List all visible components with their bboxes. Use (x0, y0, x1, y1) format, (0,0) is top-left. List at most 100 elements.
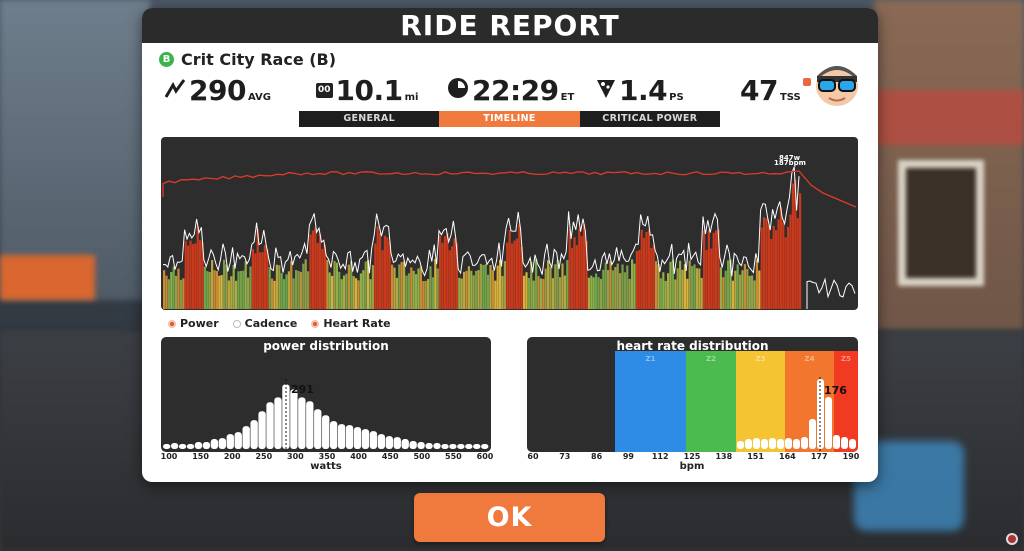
timeline-power-bar (590, 275, 593, 309)
timeline-power-bar (290, 261, 293, 309)
timeline-power-bar (388, 242, 391, 309)
timeline-power-bar (597, 277, 600, 309)
timeline-peak-power-label: 847w (779, 154, 801, 162)
timeline-power-bar (419, 266, 422, 309)
timeline-power-bar (739, 274, 742, 309)
timeline-power-bar (777, 219, 780, 309)
timeline-power-bar (179, 279, 182, 309)
timeline-power-bar (182, 278, 185, 309)
timeline-power-bar (395, 277, 398, 309)
legend-heart-rate-toggle[interactable] (311, 319, 320, 328)
timeline-power-bar (559, 277, 562, 309)
power-distribution-bar (481, 444, 489, 449)
legend-cadence[interactable]: Cadence (232, 317, 297, 330)
hr-distribution-x-title: bpm (679, 461, 705, 472)
timeline-power-bar (165, 275, 168, 309)
timeline-power-bar (571, 247, 574, 309)
power-distribution-bar (218, 438, 227, 449)
timeline-heart-rate-line (162, 170, 857, 208)
timeline-power-bar (256, 228, 259, 309)
hr-distribution-title: heart rate distribution (616, 339, 769, 353)
power-distribution-bar (377, 434, 386, 449)
power-distribution-bar (170, 443, 179, 449)
timeline-power-bar (705, 249, 708, 309)
stat-power: 290 AVG (164, 74, 271, 107)
stat-distance-value: 10.1 (335, 74, 404, 107)
timeline-power-bar (719, 267, 722, 309)
hr-distribution-tick: 138 (715, 452, 733, 461)
timeline-power-bar (799, 193, 802, 309)
timeline-power-bar (259, 252, 262, 309)
timeline-power-bar (717, 229, 720, 309)
power-distribution-tick: 600 (476, 452, 494, 461)
hr-distribution-tick: 164 (779, 452, 796, 461)
timeline-power-bar (508, 230, 511, 309)
timeline-power-bar (604, 262, 607, 309)
timeline-power-bar (763, 217, 766, 309)
timeline-power-bar (551, 278, 554, 309)
timeline-power-bar (585, 240, 588, 309)
timeline-power-bar (631, 259, 634, 309)
ok-button[interactable]: OK (414, 493, 605, 542)
timeline-power-bar (722, 277, 725, 309)
rider-avatar (816, 66, 858, 106)
timeline-power-bar (647, 229, 650, 309)
timeline-power-bar (599, 278, 602, 309)
timeline-power-bar (340, 279, 343, 309)
timeline-plot (162, 166, 857, 309)
category-badge: B (159, 51, 174, 67)
power-distribution-tick: 400 (350, 452, 367, 461)
timeline-power-bar (662, 272, 665, 309)
timeline-power-bar (527, 278, 530, 309)
power-distribution-title: power distribution (263, 339, 389, 353)
power-distribution-tick: 350 (318, 452, 336, 461)
timeline-power-bar (743, 264, 746, 309)
timeline-power-bar (431, 277, 434, 309)
timeline-peak-hr-label: 187bpm (774, 159, 806, 167)
legend-power-toggle[interactable] (168, 319, 176, 328)
timeline-power-bar (753, 280, 756, 309)
timeline-power-bar (415, 274, 418, 309)
legend-cadence-toggle[interactable] (232, 319, 241, 328)
timeline-power-bar (796, 218, 799, 309)
tss-info-icon[interactable] (802, 78, 811, 86)
timeline-power-bar (794, 179, 797, 309)
report-tabs: GENERAL TIMELINE CRITICAL POWER (299, 111, 720, 127)
timeline-power-bar (513, 240, 516, 309)
tab-general[interactable]: GENERAL (343, 113, 395, 124)
power-distribution-bar (385, 436, 393, 449)
stat-distance: 00 10.1 mi (316, 74, 418, 107)
hr-distribution-bar (761, 439, 768, 449)
timeline-power-bar (767, 225, 770, 309)
timeline-power-bar (770, 238, 773, 309)
timeline-power-bar (465, 270, 468, 309)
timeline-power-bar (177, 268, 180, 309)
timeline-chart[interactable]: 847w 187bpm (161, 137, 858, 310)
tab-critical-power[interactable]: CRITICAL POWER (602, 113, 698, 124)
pizza-icon (596, 77, 616, 105)
stat-power-unit: AVG (247, 92, 271, 103)
legend-heart-rate[interactable]: Heart Rate (311, 317, 391, 330)
power-distribution-bar (298, 397, 306, 449)
stat-tss-value: 47 (740, 74, 778, 107)
timeline-power-bar (698, 268, 701, 309)
stat-pizza-unit: PS (669, 92, 684, 103)
timeline-power-bar (727, 260, 730, 309)
stat-time-unit: ET (560, 92, 575, 103)
timeline-power-bar (285, 274, 288, 309)
power-distribution-chart: power distribution 291 (161, 337, 491, 452)
power-distribution-tick: 150 (192, 452, 209, 461)
power-distribution-bar (322, 415, 330, 449)
tab-timeline[interactable]: TIMELINE (439, 111, 580, 127)
power-distribution-bar (465, 444, 473, 449)
timeline-power-bar (496, 265, 499, 309)
timeline-power-bar (441, 242, 444, 309)
timeline-power-bar (703, 230, 706, 309)
legend-power[interactable]: Power (168, 317, 219, 330)
timeline-power-bar (184, 241, 187, 309)
timeline-power-bar (417, 268, 420, 309)
power-distribution-tick: 200 (223, 452, 241, 461)
power-distribution-bar (393, 437, 401, 449)
power-distribution-bar (329, 421, 338, 449)
power-distribution-bar (369, 431, 378, 449)
